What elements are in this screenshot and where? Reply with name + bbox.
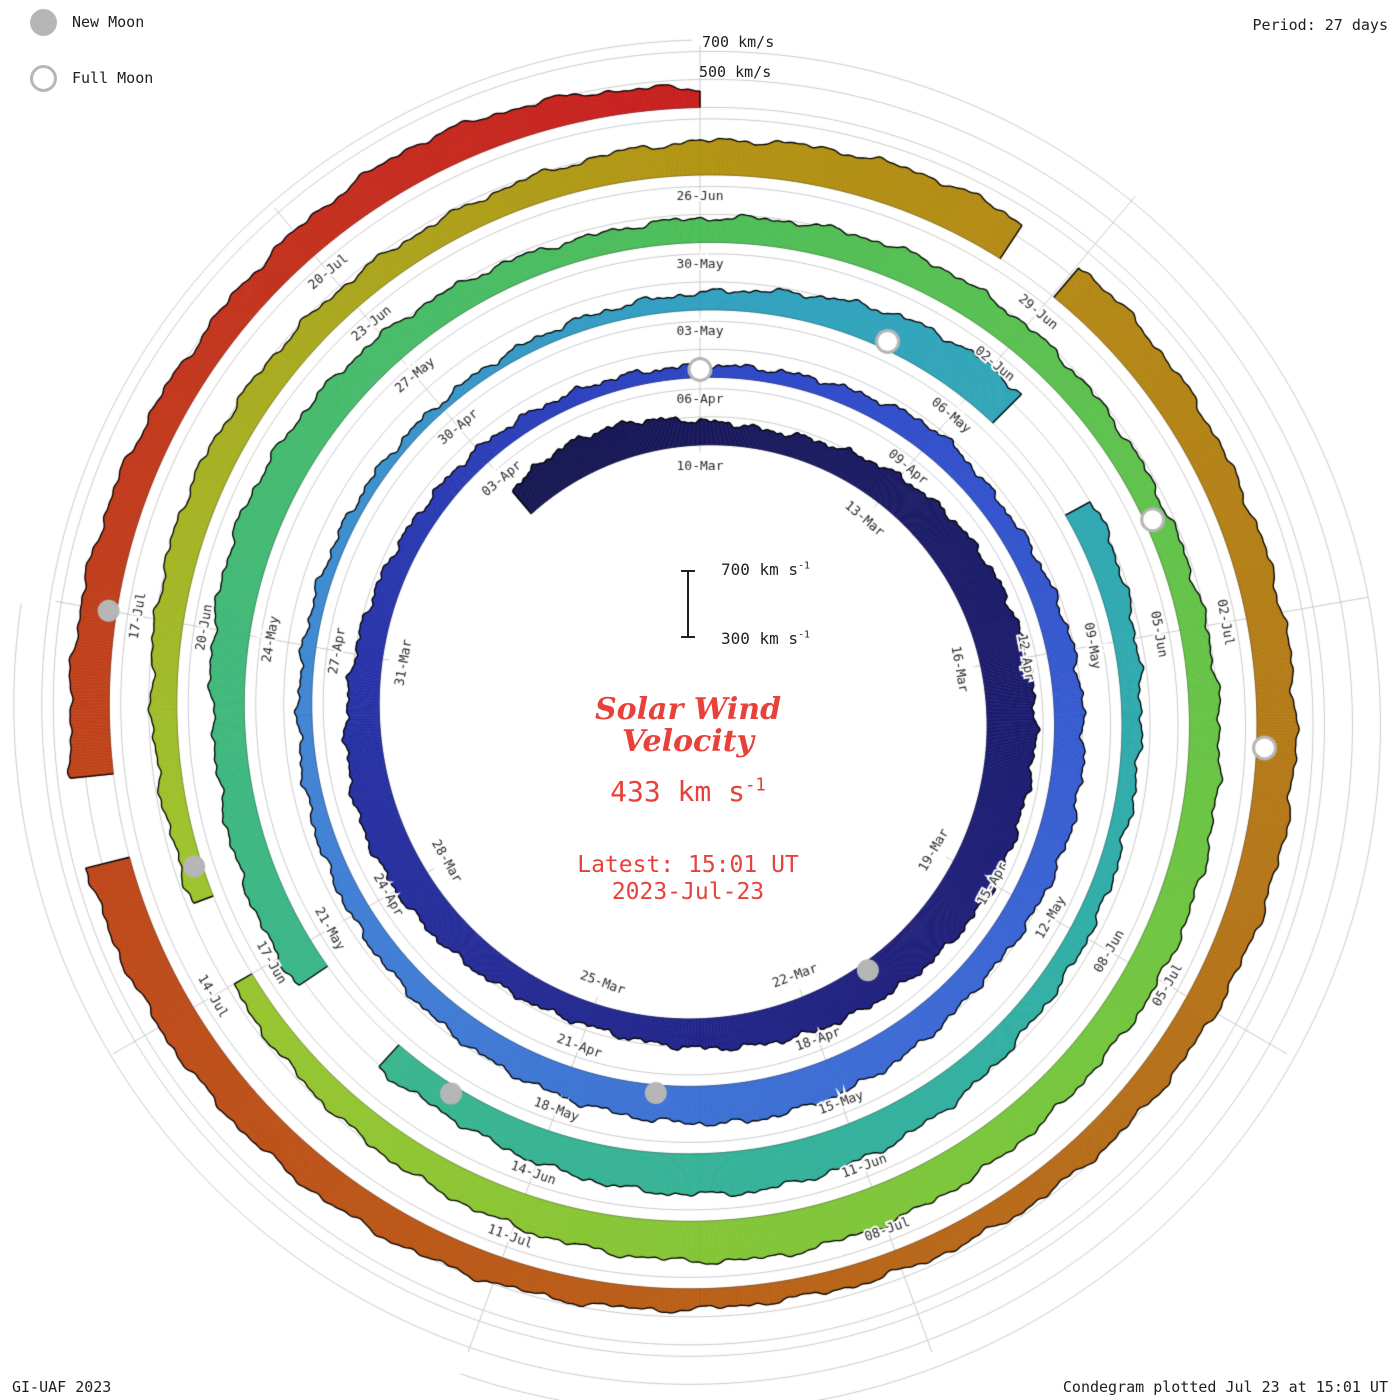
scale-bar-line [681,570,695,638]
current-velocity-text: 433 km s [610,774,745,808]
new-moon-label: New Moon [72,13,145,31]
scale-bar-bottom-label: 300 km s-1 [721,629,810,648]
current-velocity-sup: -1 [744,775,766,796]
center-annotations: Solar Wind Velocity 433 km s-1 Latest: 1… [577,692,799,906]
latest-timestamp: Latest: 15:01 UT 2023-Jul-23 [577,852,799,906]
full-moon-icon [30,64,57,92]
chart-title-line2: Velocity [622,724,754,760]
chart-title: Solar Wind Velocity [577,692,799,760]
chart-title-line1: Solar Wind [594,692,782,727]
legend-new-moon: New Moon [30,7,153,37]
scale-bar-top-label: 700 km s-1 [721,560,810,579]
radial-scale-bar: 700 km s-1 300 km s-1 [681,560,810,648]
gridline-label-500: 500 km/s [699,63,772,81]
scale-bar-bottom-text: 300 km s [721,629,799,648]
period-label: Period: 27 days [1252,16,1388,34]
new-moon-icon [30,8,57,36]
moon-legend: New Moon Full Moon [30,7,153,93]
legend-full-moon: Full Moon [30,63,153,93]
latest-time-line: Latest: 15:01 UT [577,851,799,878]
full-moon-label: Full Moon [72,69,154,87]
latest-date-line: 2023-Jul-23 [611,878,765,905]
scale-bar-top-text: 700 km s [721,560,799,579]
credit-label: GI-UAF 2023 [12,1378,112,1396]
plotted-label: Condegram plotted Jul 23 at 15:01 UT [1062,1378,1388,1396]
scale-bar-bottom-sup: -1 [798,629,810,641]
current-velocity-value: 433 km s-1 [577,775,799,808]
scale-bar-top-sup: -1 [798,560,810,572]
gridline-label-700: 700 km/s [702,33,775,51]
